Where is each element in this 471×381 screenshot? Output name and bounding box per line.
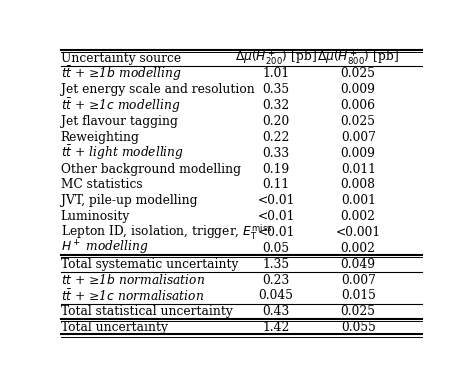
Text: <0.001: <0.001 xyxy=(336,226,381,239)
Text: 0.009: 0.009 xyxy=(341,147,376,160)
Text: 0.015: 0.015 xyxy=(341,290,376,303)
Text: $t\bar{t}$ + ≥1$c$ modelling: $t\bar{t}$ + ≥1$c$ modelling xyxy=(61,96,180,115)
Text: $t\bar{t}$ + ≥1$b$ modelling: $t\bar{t}$ + ≥1$b$ modelling xyxy=(61,65,181,83)
Text: 0.008: 0.008 xyxy=(341,178,376,191)
Text: 0.009: 0.009 xyxy=(341,83,376,96)
Text: $t\bar{t}$ + light modelling: $t\bar{t}$ + light modelling xyxy=(61,144,184,162)
Text: 0.025: 0.025 xyxy=(341,305,376,318)
Text: Uncertainty source: Uncertainty source xyxy=(61,51,181,64)
Text: $t\bar{t}$ + ≥1$c$ normalisation: $t\bar{t}$ + ≥1$c$ normalisation xyxy=(61,288,204,304)
Text: 0.33: 0.33 xyxy=(262,147,290,160)
Text: 1.35: 1.35 xyxy=(262,258,290,271)
Text: 0.23: 0.23 xyxy=(262,274,290,287)
Text: Reweighting: Reweighting xyxy=(61,131,139,144)
Text: 0.007: 0.007 xyxy=(341,274,376,287)
Text: JVT, pile-up modelling: JVT, pile-up modelling xyxy=(61,194,197,207)
Text: Luminosity: Luminosity xyxy=(61,210,130,223)
Text: 0.011: 0.011 xyxy=(341,163,376,176)
Text: 0.025: 0.025 xyxy=(341,67,376,80)
Text: Total statistical uncertainty: Total statistical uncertainty xyxy=(61,305,233,318)
Text: 0.32: 0.32 xyxy=(262,99,290,112)
Text: 0.025: 0.025 xyxy=(341,115,376,128)
Text: 0.22: 0.22 xyxy=(262,131,290,144)
Text: 0.11: 0.11 xyxy=(262,178,290,191)
Text: <0.01: <0.01 xyxy=(257,210,295,223)
Text: 0.045: 0.045 xyxy=(259,290,293,303)
Text: Other background modelling: Other background modelling xyxy=(61,163,241,176)
Text: 0.055: 0.055 xyxy=(341,321,376,334)
Text: $t\bar{t}$ + ≥1$b$ normalisation: $t\bar{t}$ + ≥1$b$ normalisation xyxy=(61,272,205,288)
Text: 0.05: 0.05 xyxy=(262,242,290,255)
Text: <0.01: <0.01 xyxy=(257,194,295,207)
Text: 0.049: 0.049 xyxy=(341,258,376,271)
Text: <0.01: <0.01 xyxy=(257,226,295,239)
Text: Total uncertainty: Total uncertainty xyxy=(61,321,168,334)
Text: 0.006: 0.006 xyxy=(341,99,376,112)
Text: Jet energy scale and resolution: Jet energy scale and resolution xyxy=(61,83,254,96)
Text: 0.19: 0.19 xyxy=(262,163,290,176)
Text: 1.42: 1.42 xyxy=(262,321,290,334)
Text: Total systematic uncertainty: Total systematic uncertainty xyxy=(61,258,238,271)
Text: 0.002: 0.002 xyxy=(341,210,376,223)
Text: $H^+$ modelling: $H^+$ modelling xyxy=(61,239,148,258)
Text: Jet flavour tagging: Jet flavour tagging xyxy=(61,115,178,128)
Text: MC statistics: MC statistics xyxy=(61,178,142,191)
Text: 0.001: 0.001 xyxy=(341,194,376,207)
Text: Lepton ID, isolation, trigger, $E^\mathrm{miss}_\mathrm{T}$: Lepton ID, isolation, trigger, $E^\mathr… xyxy=(61,223,272,242)
Text: 0.20: 0.20 xyxy=(262,115,290,128)
Text: 0.43: 0.43 xyxy=(262,305,290,318)
Text: $\Delta\mu(H^+_{800})$ [pb]: $\Delta\mu(H^+_{800})$ [pb] xyxy=(317,49,399,67)
Text: $\Delta\mu(H^+_{200})$ [pb]: $\Delta\mu(H^+_{200})$ [pb] xyxy=(235,49,317,67)
Text: 0.007: 0.007 xyxy=(341,131,376,144)
Text: 0.35: 0.35 xyxy=(262,83,290,96)
Text: 0.002: 0.002 xyxy=(341,242,376,255)
Text: 1.01: 1.01 xyxy=(262,67,290,80)
